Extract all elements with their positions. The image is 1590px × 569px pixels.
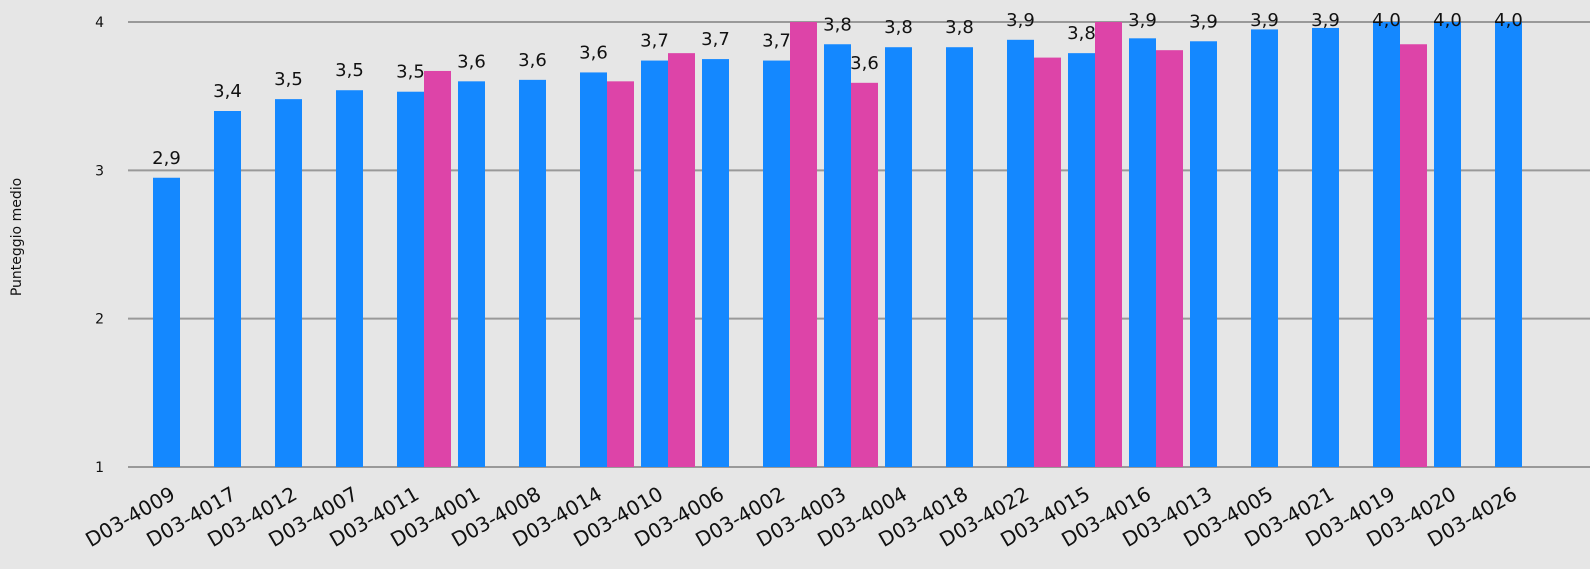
bar-series-2 xyxy=(1400,44,1427,467)
bar-series-1 xyxy=(214,111,241,467)
data-label: 3,5 xyxy=(335,60,364,81)
y-tick-label: 4 xyxy=(95,15,104,31)
data-label: 3,9 xyxy=(1006,10,1035,31)
data-label: 3,6 xyxy=(850,53,879,74)
data-label: 4,0 xyxy=(1372,10,1401,31)
bar-series-1 xyxy=(1007,39,1034,468)
data-label: 3,6 xyxy=(457,51,486,72)
y-tick-label: 3 xyxy=(95,163,104,179)
bar-series-1 xyxy=(1434,22,1461,467)
bar-series-2 xyxy=(790,22,817,467)
data-label: 3,9 xyxy=(1128,10,1157,31)
bar-series-1 xyxy=(153,177,180,467)
bar-series-1 xyxy=(763,60,790,468)
y-tick-label: 1 xyxy=(95,460,104,476)
bar-series-1 xyxy=(1190,41,1217,468)
bar-series-1 xyxy=(336,90,363,467)
bar-series-2 xyxy=(1156,50,1183,467)
data-label: 3,5 xyxy=(274,69,303,90)
data-label: 3,8 xyxy=(823,14,852,35)
y-axis-ticks: 1 2 3 4 xyxy=(95,15,104,476)
bar-series-1 xyxy=(1068,53,1095,468)
data-label: 3,9 xyxy=(1311,10,1340,31)
bar-series-1 xyxy=(580,72,607,467)
data-label: 3,6 xyxy=(518,50,547,71)
data-labels: 2,93,43,5 3,5 3,5 3,6 3,6 3,63,7 3,7 3,73,8 3,8 3… xyxy=(152,10,1523,169)
bar-series-1 xyxy=(397,91,424,467)
bar-series-1 xyxy=(458,81,485,467)
y-tick-label: 2 xyxy=(95,312,104,328)
bar-series-1 xyxy=(1312,27,1339,468)
bar-series-1 xyxy=(946,47,973,467)
y-axis-label: Punteggio medio xyxy=(9,178,25,296)
data-label: 3,7 xyxy=(640,31,669,52)
bar-series-1 xyxy=(1251,29,1278,468)
bar-series-2 xyxy=(668,53,695,468)
data-label: 3,7 xyxy=(762,31,791,52)
data-label: 3,6 xyxy=(579,42,608,63)
bar-series-2 xyxy=(851,82,878,468)
bar-series-1 xyxy=(1129,38,1156,468)
bar-series-1 xyxy=(824,44,851,467)
bar-series-1 xyxy=(1495,22,1522,467)
data-label: 3,8 xyxy=(945,17,974,38)
data-label: 2,9 xyxy=(152,148,181,169)
bar-series-2 xyxy=(424,70,451,467)
data-label: 4,0 xyxy=(1494,10,1523,31)
data-label: 3,4 xyxy=(213,81,242,102)
data-label: 3,9 xyxy=(1250,10,1279,31)
bar-series-1 xyxy=(519,79,546,467)
data-label: 3,5 xyxy=(396,62,425,83)
bar-series-1 xyxy=(1373,22,1400,467)
bar-series-1 xyxy=(275,99,302,467)
data-label: 3,7 xyxy=(701,29,730,50)
bar-series-2 xyxy=(607,81,634,467)
bar-series-2 xyxy=(1095,22,1122,467)
bars xyxy=(153,22,1522,468)
x-axis-ticks: D03-4009D03-4017D03-4012D03-4007D03-4011… xyxy=(81,482,1521,552)
data-label: 3,8 xyxy=(1067,23,1096,44)
bar-series-1 xyxy=(885,47,912,467)
data-label: 4,0 xyxy=(1433,10,1462,31)
bar-series-2 xyxy=(1034,57,1061,467)
bar-series-1 xyxy=(641,60,668,468)
data-label: 3,9 xyxy=(1189,11,1218,32)
bar-series-1 xyxy=(702,59,729,467)
data-label: 3,8 xyxy=(884,17,913,38)
